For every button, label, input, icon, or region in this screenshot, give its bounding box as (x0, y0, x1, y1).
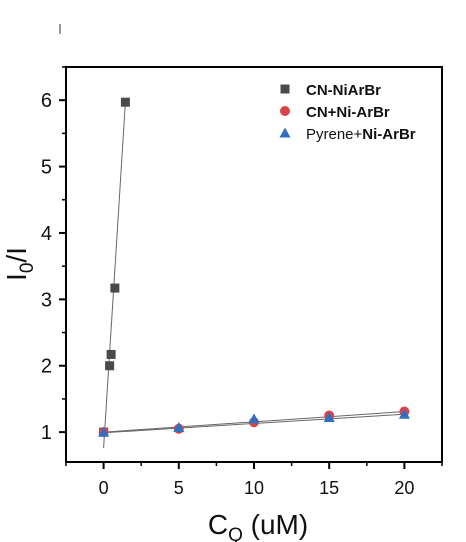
y-tick-label: 6 (41, 90, 52, 112)
legend-label-part: Ni-ArBr (362, 126, 415, 143)
x-axis-ticks: 0 5 10 15 20 (65, 462, 443, 498)
legend-label-2: Pyrene+Ni-ArBr (306, 126, 416, 143)
data-point-series-0 (110, 283, 120, 293)
y-axis-label-subscript: 0 (17, 263, 38, 274)
fit-line-0 (103, 102, 126, 449)
x-tick-label: 15 (319, 478, 339, 498)
data-points (98, 97, 410, 438)
legend-label-part: CN+Ni-ArBr (306, 104, 390, 121)
y-tick-label: 1 (41, 422, 52, 444)
x-axis-label-subscript: Q (228, 525, 243, 542)
x-tick-label: 20 (394, 478, 414, 498)
fit-lines (103, 102, 405, 449)
data-point-series-2 (98, 426, 110, 437)
legend: CN-NiArBr CN+Ni-ArBr Pyrene+Ni-ArBr (279, 82, 416, 143)
data-point-series-2 (248, 413, 260, 424)
x-tick-label: 10 (244, 478, 264, 498)
legend-marker-2 (279, 127, 291, 138)
data-point-series-2 (323, 412, 335, 423)
legend-marker-0 (280, 84, 290, 94)
data-point-series-0 (105, 361, 115, 371)
legend-label-1: CN+Ni-ArBr (306, 104, 390, 121)
y-tick-label: 4 (41, 223, 52, 245)
data-point-series-2 (173, 421, 185, 432)
legend-marker-1 (280, 106, 290, 116)
x-axis-label: CQ (uM) (208, 509, 308, 542)
data-point-series-2 (398, 408, 410, 419)
y-axis-label-main: I (1, 273, 32, 281)
x-axis-label-main: C (208, 509, 228, 540)
y-axis-label: I0/I (1, 247, 38, 281)
y-tick-label: 5 (41, 157, 52, 179)
x-tick-label: 5 (174, 478, 184, 498)
data-point-series-0 (120, 97, 130, 107)
x-tick-label: 0 (99, 478, 109, 498)
data-point-series-0 (106, 349, 116, 359)
y-axis-label-rest: /I (1, 247, 32, 263)
legend-label-0: CN-NiArBr (306, 82, 381, 99)
y-tick-label: 2 (41, 356, 52, 378)
legend-label-part: Pyrene+ (306, 126, 363, 143)
y-axis-ticks: 1 2 3 4 5 6 (41, 66, 66, 444)
y-tick-label: 3 (41, 289, 52, 311)
x-axis-label-unit: (uM) (243, 509, 308, 540)
legend-label-part: CN-NiArBr (306, 82, 381, 99)
